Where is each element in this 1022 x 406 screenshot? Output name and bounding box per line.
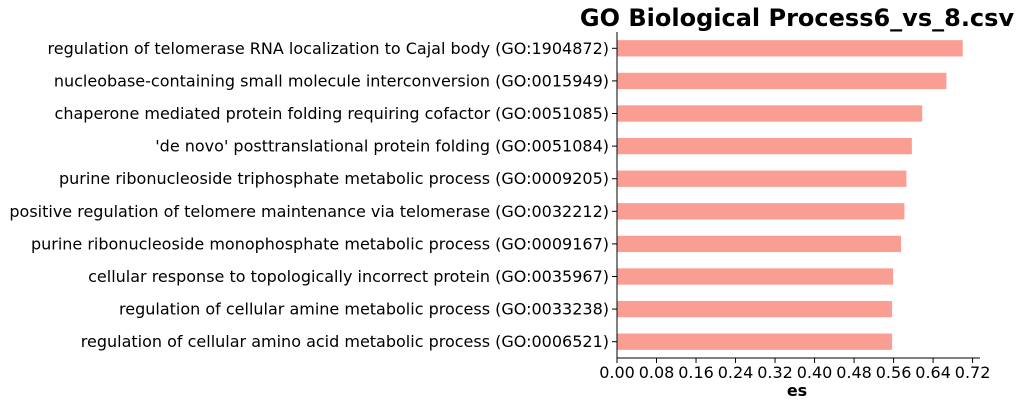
category-label: regulation of cellular amine metabolic p… <box>119 300 609 319</box>
x-tick-label: 0.40 <box>797 363 833 382</box>
category-label: 'de novo' posttranslational protein fold… <box>155 137 609 156</box>
bar <box>617 268 894 285</box>
category-labels: regulation of telomerase RNA localizatio… <box>9 39 617 351</box>
bar <box>617 40 963 57</box>
x-tick-label: 0.64 <box>915 363 951 382</box>
chart-title: GO Biological Process6_vs_8.csv <box>580 4 1015 32</box>
category-label: purine ribonucleoside monophosphate meta… <box>31 234 609 253</box>
category-label: regulation of cellular amino acid metabo… <box>81 332 609 351</box>
bars-group <box>617 40 963 350</box>
bar <box>617 235 901 253</box>
category-label: chaperone mediated protein folding requi… <box>55 104 609 123</box>
bar <box>617 203 905 220</box>
x-axis-title: es <box>787 381 807 400</box>
bar <box>617 300 893 318</box>
x-axis-ticks: 0.00 0.08 0.16 0.24 0.32 0.40 0.48 0.56 0.64 0.72 <box>599 358 990 382</box>
category-label: positive regulation of telomere maintena… <box>9 202 609 221</box>
x-tick-label: 0.32 <box>757 363 793 382</box>
category-label: nucleobase-containing small molecule int… <box>54 71 609 90</box>
category-label: regulation of telomerase RNA localizatio… <box>48 39 609 58</box>
x-tick-label: 0.00 <box>599 363 635 382</box>
x-tick-label: 0.72 <box>955 363 991 382</box>
x-tick-label: 0.08 <box>639 363 675 382</box>
bar <box>617 105 923 122</box>
x-tick-label: 0.24 <box>718 363 754 382</box>
x-tick-label: 0.16 <box>678 363 714 382</box>
category-label: cellular response to topologically incor… <box>88 267 609 286</box>
bar <box>617 170 907 187</box>
x-tick-label: 0.48 <box>836 363 872 382</box>
category-label: purine ribonucleoside triphosphate metab… <box>59 169 609 188</box>
bar <box>617 137 912 155</box>
x-tick-label: 0.56 <box>876 363 912 382</box>
bar <box>617 333 893 350</box>
bar <box>617 72 947 90</box>
